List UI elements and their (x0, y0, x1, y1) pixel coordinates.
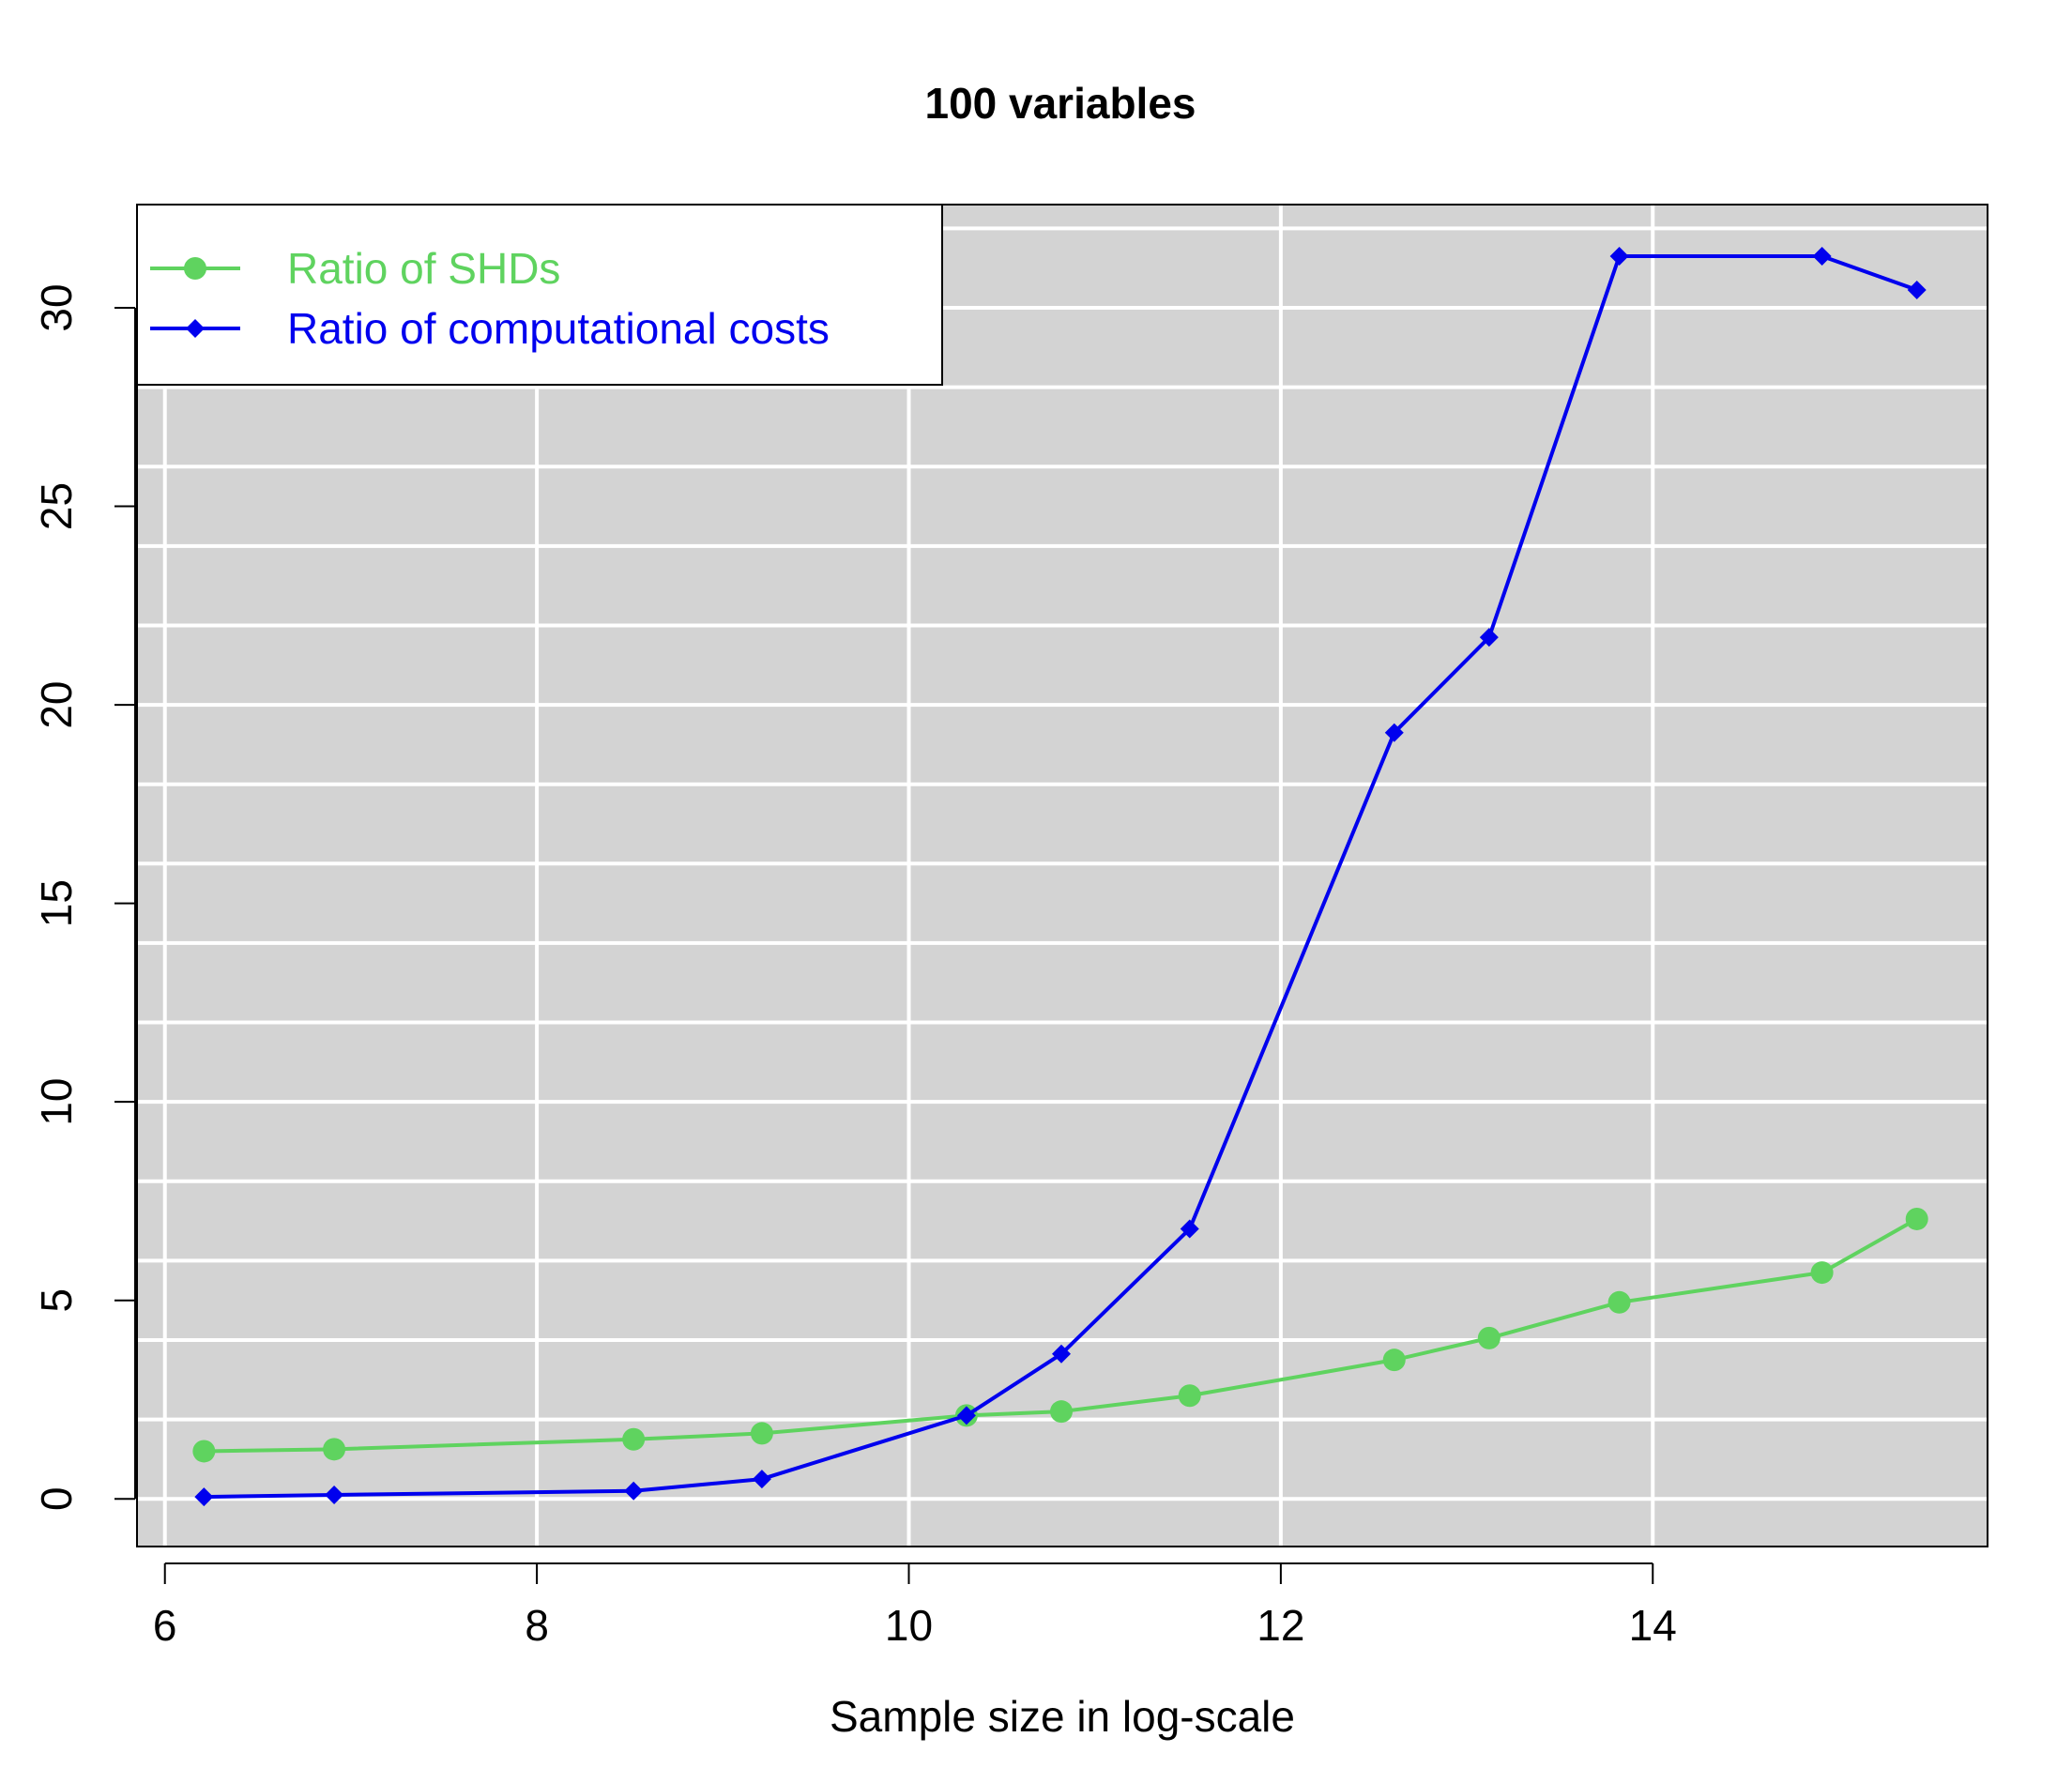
x-tick-label-1: 8 (525, 1601, 549, 1650)
grid (137, 205, 1988, 1547)
series-1-point-8 (1479, 628, 1499, 648)
x-axis: 6 8 10 12 14 (153, 1562, 1677, 1650)
chart-title: 100 variables (924, 79, 1196, 128)
y-tick-label-6: 30 (32, 283, 81, 331)
series-1-point-4 (956, 1406, 976, 1425)
x-tick-label-4: 14 (1629, 1601, 1677, 1650)
series-line-0 (204, 1217, 1918, 1454)
x-axis-label: Sample size in log-scale (830, 1692, 1295, 1741)
series-1-point-1 (325, 1486, 344, 1504)
series-0-point-7 (1382, 1349, 1406, 1372)
series-0-point-0 (192, 1440, 216, 1463)
series-1-point-9 (1609, 247, 1629, 266)
series-0-point-6 (1178, 1384, 1201, 1408)
y-tick-label-1: 5 (32, 1288, 81, 1313)
series-0-point-10 (1810, 1261, 1834, 1285)
series-0-point-11 (1905, 1207, 1928, 1230)
series-0-point-1 (323, 1438, 346, 1461)
plot-background (137, 205, 1988, 1547)
series-0-point-8 (1477, 1326, 1501, 1349)
legend-label-1: Ratio of computational costs (287, 304, 830, 353)
series-1-point-5 (1052, 1344, 1072, 1364)
series-layer (192, 247, 1928, 1507)
series-0-point-5 (1050, 1400, 1074, 1424)
legend-label-0: Ratio of SHDs (287, 244, 560, 293)
legend-marker-1 (186, 319, 205, 338)
series-1-point-10 (1812, 247, 1832, 266)
plot-border (136, 204, 1988, 1547)
x-tick-label-2: 10 (885, 1601, 933, 1650)
series-1-point-0 (194, 1487, 214, 1507)
series-1-point-6 (1180, 1219, 1199, 1239)
x-tick-label-0: 6 (153, 1601, 177, 1650)
y-tick-label-2: 10 (32, 1078, 81, 1126)
y-tick-label-0: 0 (32, 1486, 81, 1511)
series-0-point-9 (1607, 1290, 1631, 1314)
series-1-point-11 (1907, 280, 1927, 299)
y-tick-label-5: 25 (32, 482, 81, 530)
y-tick-label-4: 20 (32, 680, 81, 728)
legend-items: Ratio of SHDs Ratio of computational cost… (150, 244, 830, 353)
series-1-point-7 (1384, 723, 1404, 742)
legend-box (136, 204, 943, 386)
series-1-point-3 (752, 1470, 771, 1489)
y-axis: 0 5 10 15 20 25 30 (32, 283, 136, 1511)
y-tick-label-3: 15 (32, 879, 81, 927)
series-1-point-2 (624, 1481, 644, 1501)
legend: Ratio of SHDs Ratio of computational cost… (136, 204, 943, 386)
series-0-point-3 (750, 1422, 773, 1445)
x-tick-label-3: 12 (1257, 1601, 1304, 1650)
legend-marker-0 (184, 257, 206, 280)
series-line-1 (204, 254, 1918, 1500)
series-0-point-2 (622, 1427, 646, 1451)
